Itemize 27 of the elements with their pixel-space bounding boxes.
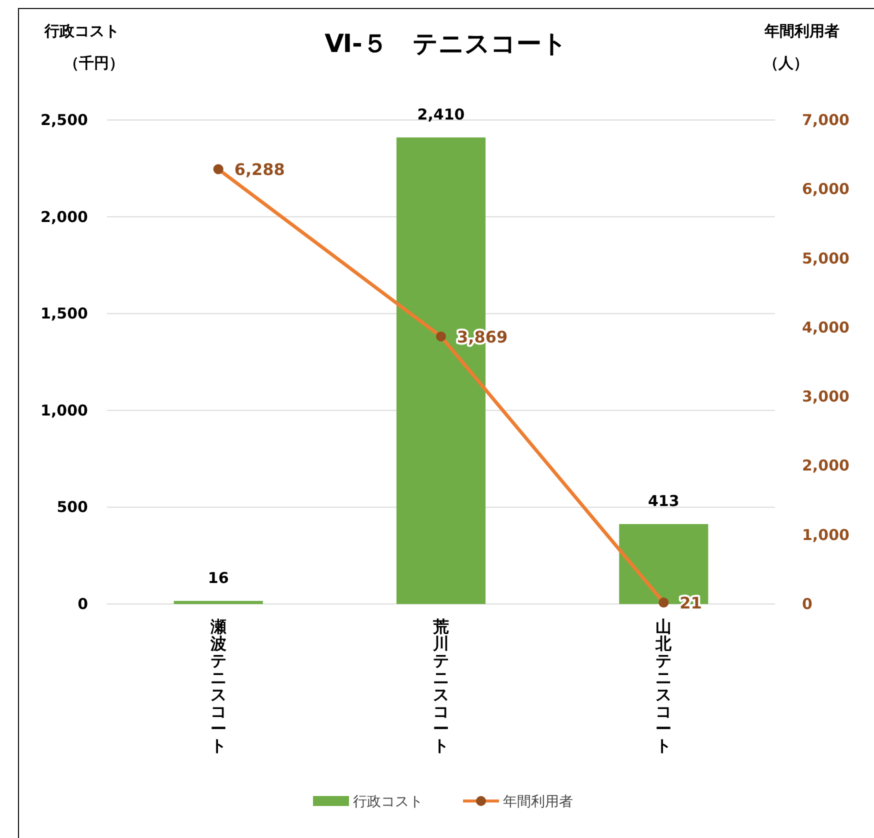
data-label: 6,288 bbox=[234, 160, 285, 180]
data-label: 16 bbox=[208, 568, 229, 587]
y-axis-title: 行政コスト（千円） bbox=[44, 22, 124, 72]
legend-label: 行政コスト bbox=[353, 794, 423, 810]
y-tick-label: 1,000 bbox=[40, 401, 88, 420]
y-tick-label: 2,000 bbox=[40, 208, 88, 226]
y2-tick-label: 1,000 bbox=[802, 526, 850, 544]
y-tick-label: 2,500 bbox=[40, 111, 88, 129]
x-tick-label: 瀬波テニスコート bbox=[209, 617, 226, 755]
x-tick-label: 山北テニスコート bbox=[654, 617, 673, 755]
legend-label: 年間利用者 bbox=[503, 794, 573, 810]
y-tick-label: 0 bbox=[78, 595, 88, 613]
y2-axis-title: 年間利用者（人） bbox=[764, 22, 840, 72]
data-label: 413 bbox=[648, 492, 680, 510]
data-label: 2,410 bbox=[417, 105, 465, 124]
y2-tick-label: 0 bbox=[802, 595, 812, 613]
chart-title: Ⅵ-５ テニスコート bbox=[324, 29, 568, 58]
y2-tick-label: 3,000 bbox=[802, 388, 850, 406]
y2-tick-label: 4,000 bbox=[802, 318, 850, 336]
y2-tick-label: 6,000 bbox=[802, 180, 850, 198]
y-tick-label: 500 bbox=[56, 498, 88, 516]
y2-tick-label: 7,000 bbox=[802, 111, 850, 129]
y2-tick-label: 5,000 bbox=[802, 249, 850, 268]
bar bbox=[174, 600, 263, 604]
y2-tick-label: 2,000 bbox=[802, 456, 850, 475]
y-tick-label: 1,500 bbox=[40, 304, 88, 323]
x-tick-label: 荒川テニスコート bbox=[432, 617, 449, 755]
